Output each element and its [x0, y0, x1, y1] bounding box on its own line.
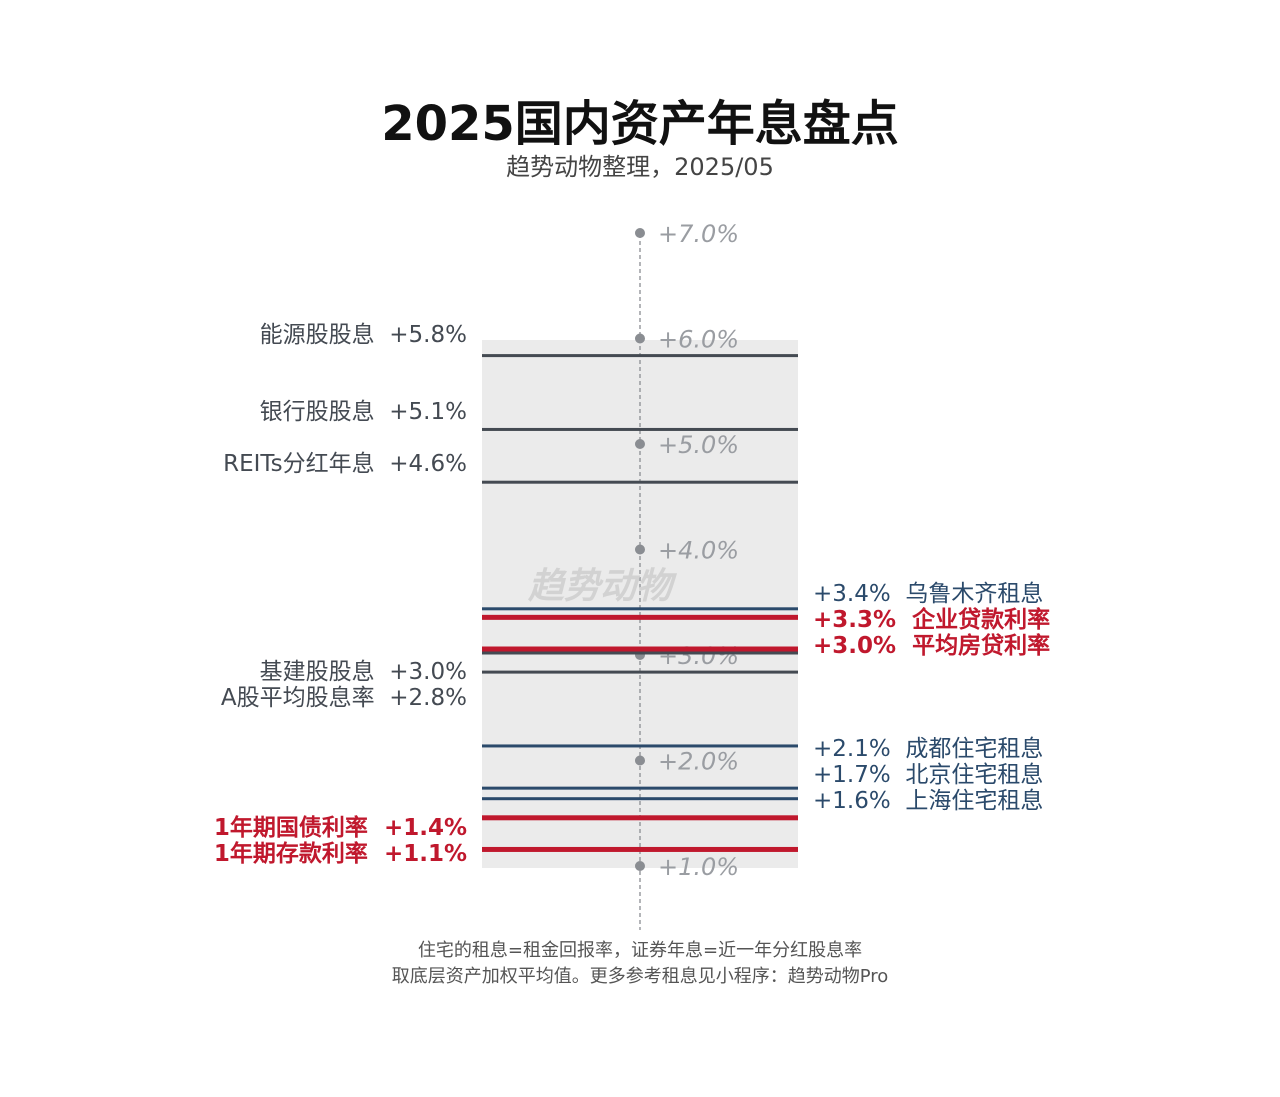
series-label: 银行股股息 +5.1%: [260, 400, 467, 424]
chart-subtitle: 趋势动物整理，2025/05: [506, 153, 774, 181]
series-label: REITs分红年息 +4.6%: [223, 452, 467, 476]
tick-dot: [635, 544, 645, 555]
series-line: [482, 614, 798, 620]
tick-dot: [635, 439, 645, 449]
series-value: +2.8%: [389, 685, 467, 711]
series-name: 能源股股息: [259, 322, 390, 348]
series-line: [482, 354, 798, 358]
series-label: 能源股股息 +5.8%: [260, 323, 467, 347]
series-name: 企业贷款利率: [912, 607, 1051, 633]
tick-dot: [635, 861, 645, 871]
series-value: +4.6%: [389, 451, 467, 477]
series-line: [482, 786, 798, 790]
tick-dot: [635, 228, 645, 238]
tick-label: +2.0%: [658, 748, 739, 776]
series-name: 平均房贷利率: [912, 633, 1051, 659]
series-name: 1年期国债利率: [213, 815, 384, 841]
series-value: +1.7%: [813, 762, 906, 788]
series-label: 1年期国债利率 +1.4%: [214, 816, 467, 840]
watermark: 趋势动物: [527, 566, 678, 607]
series-line: [482, 427, 798, 431]
tick-label: +5.0%: [658, 431, 739, 459]
series-label: +1.6% 上海住宅租息: [813, 789, 1043, 813]
series-value: +3.4%: [813, 581, 906, 607]
series-name: 成都住宅租息: [905, 736, 1044, 762]
series-label: +3.3% 企业贷款利率: [813, 608, 1050, 632]
tick-dot: [635, 333, 645, 344]
series-name: 乌鲁木齐租息: [905, 581, 1044, 607]
series-value: +1.6%: [813, 788, 906, 814]
tick-label: +7.0%: [658, 220, 739, 248]
series-value: +5.8%: [389, 322, 467, 348]
footnote-line-1: 住宅的租息=租金回报率，证券年息=近一年分红股息率: [417, 940, 863, 961]
series-line: [482, 815, 798, 821]
tick-label: +4.0%: [658, 537, 739, 565]
series-line: [482, 646, 798, 652]
tick-label: +6.0%: [658, 326, 739, 354]
tick-label: +1.0%: [658, 853, 739, 881]
series-label: +1.7% 北京住宅租息: [813, 763, 1043, 787]
series-label: +3.0% 平均房贷利率: [813, 634, 1050, 658]
series-line: [482, 607, 798, 611]
series-value: +3.0%: [813, 633, 913, 659]
footnote-line-2: 取底层资产加权平均值。更多参考租息见小程序：趋势动物Pro: [391, 966, 889, 987]
series-label: 1年期存款利率 +1.1%: [214, 842, 467, 866]
series-value: +1.4%: [383, 815, 467, 841]
series-name: REITs分红年息: [223, 451, 390, 477]
series-label: +3.4% 乌鲁木齐租息: [813, 582, 1043, 606]
series-name: 基建股股息: [259, 659, 390, 685]
series-name: A股平均股息率: [220, 685, 390, 711]
series-line: [482, 651, 798, 655]
tick-label: +3.0%: [658, 642, 739, 670]
series-name: 北京住宅租息: [905, 762, 1044, 788]
chart-title: 2025国内资产年息盘点: [381, 96, 899, 152]
series-line: [482, 480, 798, 484]
series-line: [482, 744, 798, 748]
series-name: 1年期存款利率: [213, 841, 384, 867]
series-name: 银行股股息: [259, 399, 390, 425]
series-value: +3.3%: [813, 607, 913, 633]
tick-dot: [635, 755, 645, 766]
series-value: +1.1%: [383, 841, 467, 867]
series-label: 基建股股息 +3.0%: [260, 660, 467, 684]
series-name: 上海住宅租息: [905, 788, 1044, 814]
series-line: [482, 797, 798, 801]
series-value: +2.1%: [813, 736, 906, 762]
series-line: [482, 670, 798, 674]
series-label: A股平均股息率 +2.8%: [221, 686, 467, 710]
series-label: +2.1% 成都住宅租息: [813, 737, 1043, 761]
series-line: [482, 846, 798, 852]
series-value: +3.0%: [389, 659, 467, 685]
series-value: +5.1%: [389, 399, 467, 425]
